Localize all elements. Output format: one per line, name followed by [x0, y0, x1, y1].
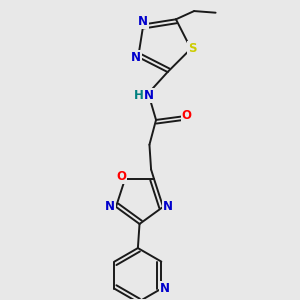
Text: N: N: [144, 89, 154, 102]
Text: N: N: [160, 282, 170, 295]
Text: N: N: [138, 15, 148, 28]
Text: O: O: [182, 110, 192, 122]
Text: N: N: [163, 200, 173, 213]
Text: S: S: [188, 42, 197, 55]
Text: N: N: [105, 200, 115, 213]
Text: H: H: [134, 89, 144, 102]
Text: O: O: [116, 170, 126, 183]
Text: N: N: [130, 51, 141, 64]
